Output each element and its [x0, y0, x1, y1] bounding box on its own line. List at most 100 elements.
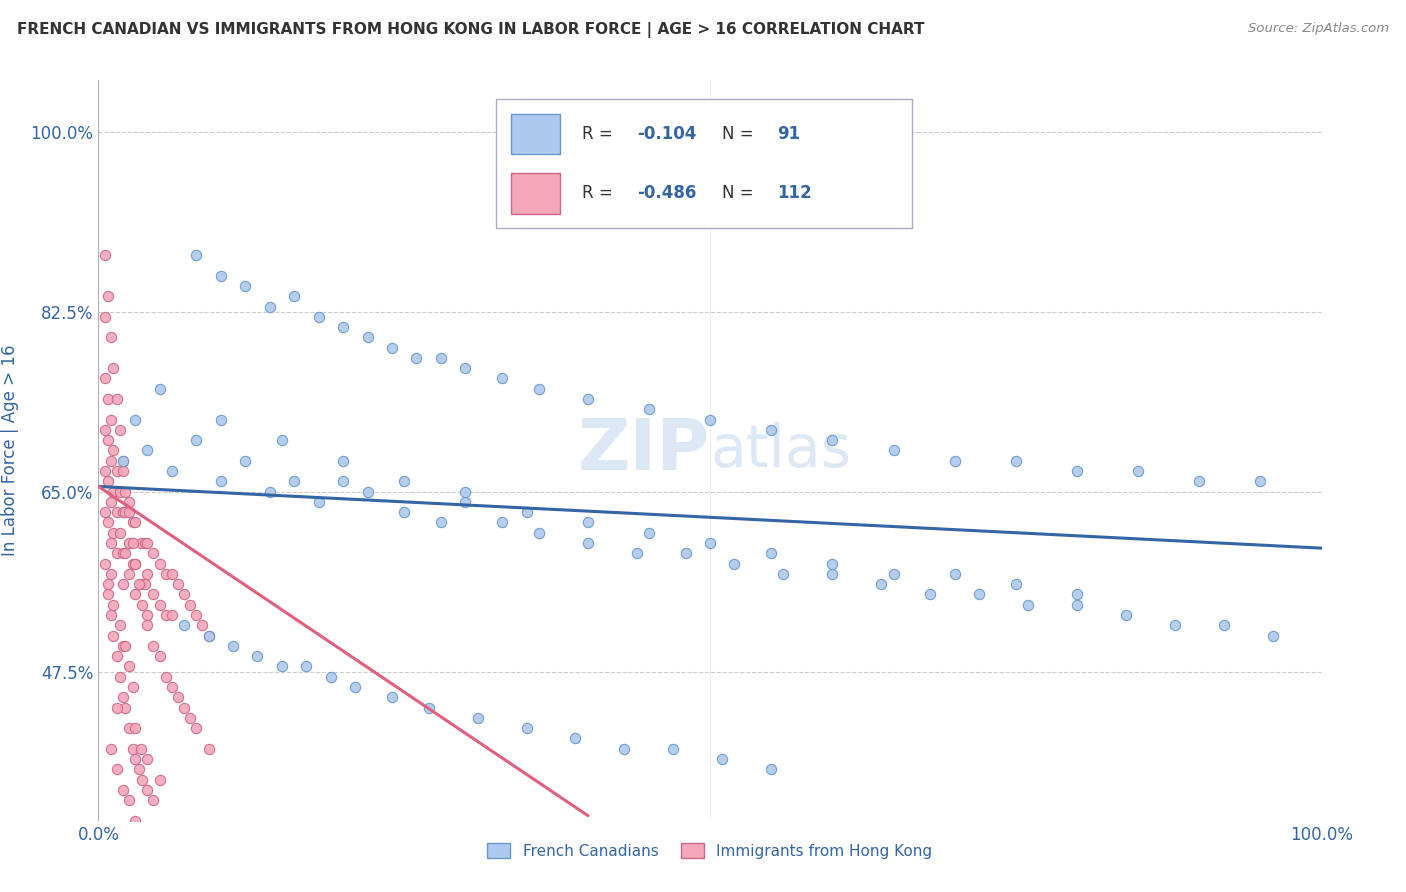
Point: [160, 680, 183, 694]
Point: [124, 557, 146, 571]
Point: [576, 392, 599, 406]
Point: [101, 361, 124, 376]
Point: [392, 475, 416, 489]
Point: [93, 464, 115, 478]
Point: [111, 577, 134, 591]
Point: [515, 505, 537, 519]
Point: [295, 659, 318, 673]
Point: [613, 741, 636, 756]
Point: [1188, 475, 1211, 489]
Point: [1017, 598, 1039, 612]
Point: [1004, 577, 1026, 591]
FancyBboxPatch shape: [510, 113, 560, 154]
Point: [920, 587, 942, 601]
Point: [128, 577, 150, 591]
Point: [637, 525, 661, 540]
Point: [332, 454, 354, 468]
Point: [124, 412, 146, 426]
Point: [134, 536, 156, 550]
Point: [101, 628, 124, 642]
Point: [111, 505, 134, 519]
Point: [105, 700, 128, 714]
Point: [105, 505, 128, 519]
Point: [699, 536, 721, 550]
Point: [136, 782, 159, 797]
Point: [105, 649, 128, 664]
Point: [883, 566, 905, 581]
Point: [121, 557, 143, 571]
Point: [381, 690, 404, 705]
Point: [121, 680, 143, 694]
Point: [179, 711, 201, 725]
Point: [105, 762, 128, 776]
Point: [124, 587, 146, 601]
Point: [124, 814, 146, 828]
Point: [527, 382, 550, 396]
Point: [114, 639, 136, 653]
Point: [100, 330, 122, 344]
Point: [93, 423, 115, 437]
Point: [821, 433, 844, 447]
Point: [136, 566, 159, 581]
Y-axis label: In Labor Force | Age > 16: In Labor Force | Age > 16: [1, 344, 20, 557]
Point: [131, 772, 153, 787]
Point: [129, 577, 152, 591]
Point: [454, 484, 477, 499]
Point: [142, 546, 165, 560]
Point: [883, 443, 905, 458]
Point: [121, 516, 143, 530]
Point: [124, 557, 146, 571]
Point: [356, 330, 378, 344]
Point: [111, 639, 134, 653]
Point: [967, 587, 990, 601]
Point: [111, 546, 134, 560]
Point: [772, 566, 794, 581]
Point: [332, 320, 354, 334]
Point: [100, 412, 122, 426]
Point: [100, 536, 122, 550]
Point: [149, 772, 172, 787]
Point: [1164, 618, 1187, 632]
Point: [1066, 464, 1088, 478]
Point: [118, 659, 141, 673]
Legend: French Canadians, Immigrants from Hong Kong: French Canadians, Immigrants from Hong K…: [481, 837, 939, 865]
Point: [344, 680, 367, 694]
Point: [454, 495, 477, 509]
Point: [430, 351, 453, 365]
Point: [723, 557, 745, 571]
Point: [101, 443, 124, 458]
Point: [136, 536, 159, 550]
Point: [515, 721, 537, 735]
Point: [160, 607, 183, 622]
Point: [1128, 464, 1150, 478]
Point: [110, 484, 132, 499]
Point: [209, 475, 232, 489]
Point: [97, 577, 120, 591]
Point: [129, 741, 152, 756]
Point: [270, 659, 294, 673]
Point: [222, 639, 245, 653]
Point: [118, 536, 141, 550]
Text: Source: ZipAtlas.com: Source: ZipAtlas.com: [1249, 22, 1389, 36]
Point: [93, 557, 115, 571]
Point: [186, 607, 208, 622]
Point: [97, 516, 120, 530]
Point: [319, 670, 342, 684]
Point: [283, 475, 305, 489]
Point: [100, 495, 122, 509]
Point: [167, 577, 190, 591]
Point: [405, 351, 427, 365]
Point: [381, 341, 404, 355]
Point: [97, 587, 120, 601]
Point: [637, 402, 661, 417]
Text: -0.486: -0.486: [637, 184, 696, 202]
Point: [100, 607, 122, 622]
Point: [101, 598, 124, 612]
Point: [118, 566, 141, 581]
Point: [100, 566, 122, 581]
Point: [209, 412, 232, 426]
Point: [149, 557, 172, 571]
Point: [124, 752, 146, 766]
Point: [111, 454, 134, 468]
Point: [160, 566, 183, 581]
